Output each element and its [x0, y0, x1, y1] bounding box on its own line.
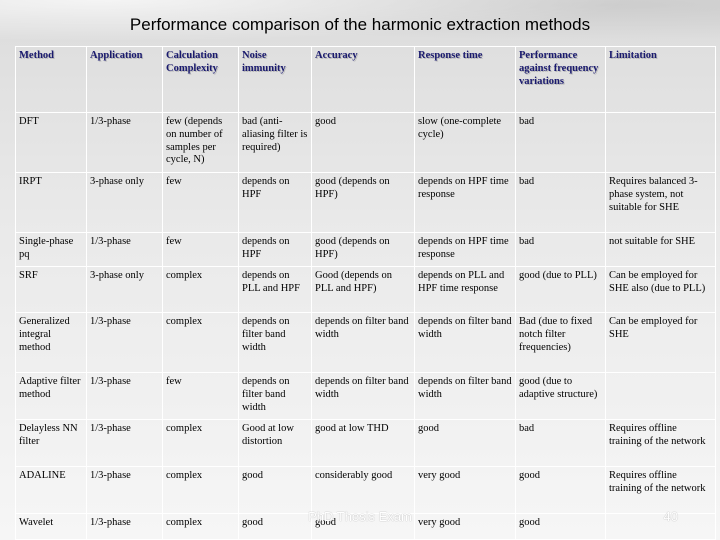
cell-limitation: Can be employed for SHE also (due to PLL… — [605, 266, 716, 313]
cell-complexity: complex — [162, 419, 239, 467]
header-response-time: Response time — [414, 46, 516, 113]
cell-noise-immunity: good — [238, 466, 312, 514]
cell-accuracy: good (depends on HPF) — [311, 172, 415, 233]
cell-limitation — [605, 112, 716, 173]
cell-noise-immunity: Good at low distortion — [238, 419, 312, 467]
table-row: Generalized integral method 1/3-phase co… — [15, 312, 716, 373]
cell-noise-immunity: depends on filter band width — [238, 372, 312, 420]
cell-application: 3-phase only — [86, 266, 163, 313]
cell-accuracy: considerably good — [311, 466, 415, 514]
cell-frequency-performance: bad — [515, 112, 606, 173]
header-accuracy: Accuracy — [311, 46, 415, 113]
cell-limitation: Requires offline training of the network — [605, 466, 716, 514]
cell-method: Delayless NN filter — [15, 419, 87, 467]
header-frequency-performance: Performance against frequency variations — [515, 46, 606, 113]
cell-accuracy: good at low THD — [311, 419, 415, 467]
table-row: DFT 1/3-phase few (depends on number of … — [15, 112, 716, 173]
cell-response-time: very good — [414, 466, 516, 514]
table-row: IRPT 3-phase only few depends on HPF goo… — [15, 172, 716, 233]
cell-response-time: depends on filter band width — [414, 312, 516, 373]
cell-complexity: few — [162, 232, 239, 267]
cell-application: 1/3-phase — [86, 466, 163, 514]
cell-application: 3-phase only — [86, 172, 163, 233]
cell-frequency-performance: bad — [515, 172, 606, 233]
table-row: Single-phase pq 1/3-phase few depends on… — [15, 232, 716, 267]
cell-response-time: depends on HPF time response — [414, 232, 516, 267]
cell-response-time: depends on PLL and HPF time response — [414, 266, 516, 313]
cell-method: SRF — [15, 266, 87, 313]
cell-complexity: complex — [162, 466, 239, 514]
cell-noise-immunity: good — [238, 513, 312, 540]
cell-application: 1/3-phase — [86, 513, 163, 540]
header-complexity: Calculation Complexity — [162, 46, 239, 113]
header-decoration — [0, 0, 720, 48]
cell-method: Single-phase pq — [15, 232, 87, 267]
cell-accuracy: Good (depends on PLL and HPF) — [311, 266, 415, 313]
cell-noise-immunity: depends on HPF — [238, 232, 312, 267]
cell-response-time: slow (one-complete cycle) — [414, 112, 516, 173]
cell-noise-immunity: depends on HPF — [238, 172, 312, 233]
cell-accuracy: good — [311, 513, 415, 540]
header-limitation: Limitation — [605, 46, 716, 113]
header-method: Method — [15, 46, 87, 113]
cell-noise-immunity: depends on filter band width — [238, 312, 312, 373]
cell-application: 1/3-phase — [86, 372, 163, 420]
cell-frequency-performance: good — [515, 466, 606, 514]
slide-number: 40 — [663, 509, 678, 524]
comparison-table: Method Application Calculation Complexit… — [15, 46, 716, 540]
cell-complexity: complex — [162, 312, 239, 373]
cell-frequency-performance: Bad (due to fixed notch filter frequenci… — [515, 312, 606, 373]
cell-complexity: complex — [162, 513, 239, 540]
cell-method: IRPT — [15, 172, 87, 233]
cell-method: DFT — [15, 112, 87, 173]
cell-frequency-performance: bad — [515, 232, 606, 267]
cell-frequency-performance: bad — [515, 419, 606, 467]
cell-accuracy: good — [311, 112, 415, 173]
cell-response-time: good — [414, 419, 516, 467]
cell-complexity: complex — [162, 266, 239, 313]
cell-limitation: Requires offline training of the network — [605, 419, 716, 467]
table-row: SRF 3-phase only complex depends on PLL … — [15, 266, 716, 313]
header-application: Application — [86, 46, 163, 113]
cell-application: 1/3-phase — [86, 232, 163, 267]
table-row: Delayless NN filter 1/3-phase complex Go… — [15, 419, 716, 467]
cell-response-time: depends on HPF time response — [414, 172, 516, 233]
cell-accuracy: depends on filter band width — [311, 372, 415, 420]
cell-method: Generalized integral method — [15, 312, 87, 373]
cell-limitation — [605, 372, 716, 420]
table-header-row: Method Application Calculation Complexit… — [15, 46, 716, 113]
table-row: Adaptive filter method 1/3-phase few dep… — [15, 372, 716, 420]
cell-frequency-performance: good (due to adaptive structure) — [515, 372, 606, 420]
cell-accuracy: depends on filter band width — [311, 312, 415, 373]
cell-limitation: not suitable for SHE — [605, 232, 716, 267]
cell-application: 1/3-phase — [86, 419, 163, 467]
cell-application: 1/3-phase — [86, 112, 163, 173]
cell-frequency-performance: good — [515, 513, 606, 540]
cell-method: ADALINE — [15, 466, 87, 514]
cell-method: Wavelet — [15, 513, 87, 540]
cell-complexity: few — [162, 372, 239, 420]
cell-frequency-performance: good (due to PLL) — [515, 266, 606, 313]
cell-complexity: few — [162, 172, 239, 233]
cell-complexity: few (depends on number of samples per cy… — [162, 112, 239, 173]
cell-limitation: Can be employed for SHE — [605, 312, 716, 373]
table-row: Wavelet 1/3-phase complex good good very… — [15, 513, 716, 540]
cell-accuracy: good (depends on HPF) — [311, 232, 415, 267]
cell-noise-immunity: depends on PLL and HPF — [238, 266, 312, 313]
cell-limitation — [605, 513, 716, 540]
cell-application: 1/3-phase — [86, 312, 163, 373]
header-noise-immunity: Noise immunity — [238, 46, 312, 113]
cell-response-time: depends on filter band width — [414, 372, 516, 420]
cell-method: Adaptive filter method — [15, 372, 87, 420]
cell-response-time: very good — [414, 513, 516, 540]
cell-limitation: Requires balanced 3-phase system, not su… — [605, 172, 716, 233]
table-row: ADALINE 1/3-phase complex good considera… — [15, 466, 716, 514]
cell-noise-immunity: bad (anti-aliasing filter is required) — [238, 112, 312, 173]
slide-title: Performance comparison of the harmonic e… — [129, 15, 591, 34]
